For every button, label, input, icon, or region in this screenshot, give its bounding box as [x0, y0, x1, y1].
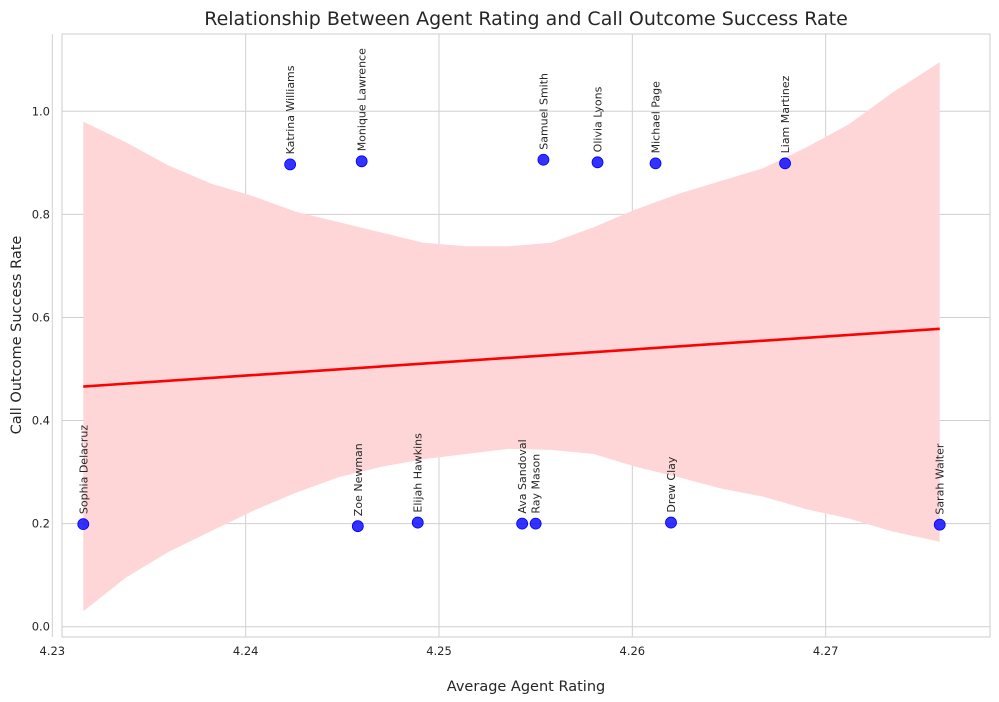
y-tick-label: 0.0	[32, 620, 50, 634]
point-label: Ray Mason	[530, 454, 543, 514]
point-labels: Sophia Delacruz Katrina Williams Zoe Newma…	[77, 48, 946, 516]
confidence-band	[83, 62, 940, 612]
data-point	[537, 153, 550, 166]
data-point	[351, 520, 364, 533]
point-label: Zoe Newman	[352, 443, 365, 516]
x-tick-label: 4.27	[813, 644, 839, 658]
y-tick-label: 0.8	[32, 207, 50, 221]
x-tick-label: 4.25	[426, 644, 452, 658]
point-label: Sarah Walter	[934, 443, 947, 515]
data-points	[77, 153, 946, 533]
x-axis-label: Average Agent Rating	[447, 679, 605, 695]
point-label: Samuel Smith	[537, 73, 550, 150]
chart-title: Relationship Between Agent Rating and Ca…	[204, 8, 848, 30]
x-tick-label: 4.24	[233, 644, 259, 658]
data-point	[591, 156, 604, 169]
x-tick-label: 4.26	[620, 644, 646, 658]
x-tick-labels: 4.23 4.24 4.25 4.26 4.27	[40, 644, 839, 658]
data-point	[649, 157, 662, 170]
data-point	[779, 157, 791, 170]
y-tick-label: 1.0	[32, 104, 50, 118]
y-axis-label: Call Outcome Success Rate	[9, 236, 25, 435]
y-tick-label: 0.2	[32, 517, 50, 531]
point-label: Katrina Williams	[284, 65, 297, 154]
y-tick-label: 0.6	[32, 310, 50, 324]
x-tick-label: 4.23	[40, 644, 66, 658]
regression-line	[83, 327, 940, 388]
data-point	[933, 518, 946, 531]
data-point	[411, 516, 424, 529]
point-label: Sophia Delacruz	[77, 425, 90, 515]
point-label: Liam Martinez	[779, 75, 792, 153]
point-label: Olivia Lyons	[592, 86, 605, 152]
point-label: Elijah Hawkins	[412, 433, 425, 513]
data-point	[529, 517, 542, 530]
point-label: Michael Page	[650, 81, 663, 153]
point-label: Ava Sandoval	[516, 439, 529, 513]
point-label: Monique Lawrence	[356, 48, 369, 151]
y-tick-labels: 0.0 0.2 0.4 0.6 0.8 1.0	[32, 104, 50, 633]
data-point	[284, 158, 297, 171]
data-point	[77, 518, 90, 531]
data-point	[516, 517, 529, 530]
y-tick-label: 0.4	[32, 414, 50, 428]
point-label: Drew Clay	[665, 456, 678, 512]
data-point	[355, 155, 368, 168]
data-point	[665, 516, 677, 529]
